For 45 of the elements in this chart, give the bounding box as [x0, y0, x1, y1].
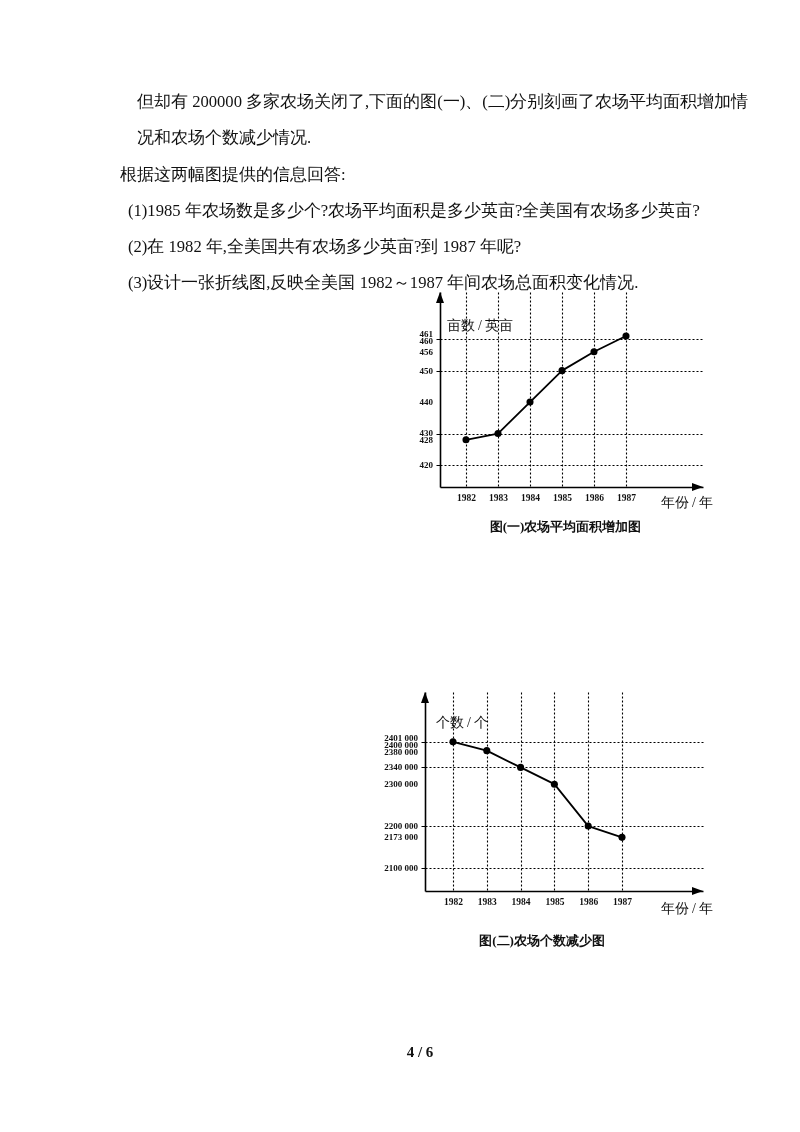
y-tick-label: 420: [419, 459, 434, 470]
x-tick-label: 1987: [617, 492, 637, 503]
x-tick-label: 1986: [579, 896, 599, 907]
point: [517, 763, 525, 771]
point: [449, 738, 457, 746]
y-axis-title: 亩数 / 英亩: [446, 317, 514, 333]
text: (3)设计一张折线图,反映全美国 1982～1987 年间农场总面积变化情况.: [127, 272, 640, 295]
y-axis-title: 个数 / 个: [435, 714, 489, 730]
text: 图(一)农场平均面积增加图: [489, 519, 642, 534]
point: [494, 430, 502, 438]
y-tick-label: 440: [419, 397, 434, 408]
x-axis-title: 年份 / 年: [660, 494, 714, 510]
y-tick-label: 2100 000: [384, 862, 419, 873]
point: [590, 348, 598, 356]
text: 但却有 200000 多家农场关闭了,下面的图(一)、(二)分别刻画了农场平均面积增加情况和农场个数减少情况.: [136, 91, 750, 150]
point: [622, 332, 630, 340]
point: [618, 833, 626, 841]
text: 根据这两幅图提供的信息回答:: [120, 163, 347, 186]
x-tick-label: 1986: [585, 492, 605, 503]
y-tick-label: 2340 000: [384, 762, 419, 773]
y-tick-label: 456: [419, 346, 434, 357]
text: 图(二)农场个数减少图: [479, 933, 605, 948]
point: [483, 747, 491, 755]
y-tick-label: 450: [419, 365, 434, 376]
point: [558, 367, 566, 375]
x-tick-label: 1987: [613, 896, 633, 907]
text: 4 / 6: [405, 1043, 435, 1062]
x-tick-label: 1984: [511, 896, 531, 907]
x-tick-label: 1982: [457, 492, 477, 503]
x-axis-title: 年份 / 年: [660, 900, 714, 916]
point: [526, 398, 534, 406]
x-tick-label: 1983: [477, 896, 498, 907]
point: [584, 822, 592, 830]
x-tick-label: 1982: [444, 896, 464, 907]
x-tick-label: 1984: [521, 492, 541, 503]
text: (2)在 1982 年,全美国共有农场多少英亩?到 1987 年呢?: [127, 236, 523, 259]
y-tick-label: 2300 000: [384, 779, 419, 790]
text: (1)1985 年农场数是多少个?农场平均面积是多少英亩?全美国有农场多少英亩?: [127, 199, 701, 222]
x-tick-label: 1985: [553, 492, 573, 503]
x-tick-label: 1983: [489, 492, 509, 503]
y-tick-label: 2173 000: [384, 832, 419, 843]
point: [462, 436, 470, 444]
point: [550, 780, 558, 788]
y-tick-label: 2200 000: [384, 821, 419, 832]
x-tick-label: 1985: [545, 896, 565, 907]
